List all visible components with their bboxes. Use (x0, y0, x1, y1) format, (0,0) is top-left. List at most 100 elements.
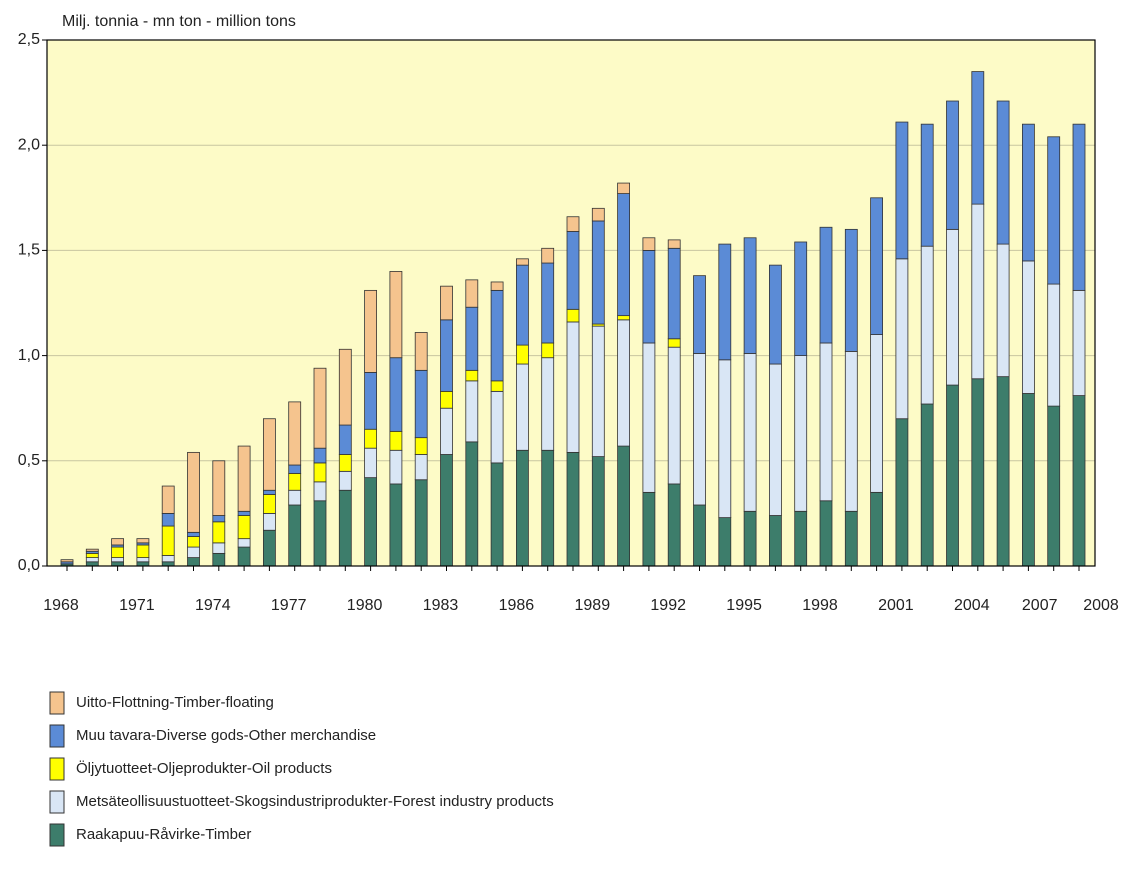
bar-segment (844, 350, 858, 512)
legend-label: Metsäteollisuustuotteet-Skogsindustripro… (76, 793, 554, 810)
bar-segment (718, 517, 732, 567)
x-tick-label: 2007 (1022, 597, 1058, 614)
x-tick-label: 1974 (195, 597, 231, 614)
bar-segment (465, 306, 479, 371)
bar-segment (111, 538, 124, 546)
bar-segment (541, 247, 555, 264)
bar-segment (85, 548, 99, 552)
bar-segment (819, 342, 833, 502)
bar-segment (364, 372, 378, 430)
bar-segment (1022, 123, 1035, 262)
bar-segment (693, 504, 706, 567)
bar-segment (996, 100, 1010, 245)
bar-segment (895, 418, 909, 567)
bar-segment (364, 447, 378, 479)
bar-segment (161, 485, 175, 514)
y-tick-label: 0,0 (18, 557, 40, 574)
bar-segment (262, 494, 276, 514)
bar-segment (1022, 393, 1035, 567)
x-tick-label: 1980 (347, 597, 383, 614)
bar-segment (389, 357, 403, 432)
bar-segment (440, 390, 453, 409)
bar-segment (288, 489, 302, 506)
bar-segment (136, 544, 150, 558)
bar-segment (490, 289, 504, 382)
bar-segment (490, 380, 504, 392)
y-tick-label: 1,0 (18, 347, 40, 364)
bar-segment (389, 483, 403, 567)
bar-segment (313, 367, 327, 449)
bar-segment (111, 546, 124, 558)
bar-segment (971, 71, 985, 205)
bar-segment (743, 353, 757, 512)
bar-segment (237, 538, 251, 548)
bar-segment (769, 363, 782, 516)
bar-segment (440, 319, 453, 392)
bar-segment (516, 449, 529, 567)
bar-segment (288, 401, 302, 466)
bar-segment (566, 321, 580, 453)
legend-swatch (49, 823, 65, 847)
bar-segment (440, 454, 453, 567)
bar-segment (414, 479, 428, 567)
y-tick-label: 1,5 (18, 242, 40, 259)
bar-segment (161, 555, 175, 563)
x-tick-label: 1998 (802, 597, 838, 614)
bar-segment (667, 346, 681, 485)
bar-segment (313, 447, 327, 464)
bar-segment (389, 449, 403, 485)
y-tick-label: 2,5 (18, 31, 40, 48)
bar-segment (895, 121, 909, 260)
bar-segment (212, 460, 226, 516)
bar-segment (440, 285, 453, 321)
bar-segment (541, 449, 555, 567)
bar-segment (870, 334, 883, 493)
y-tick-label: 2,0 (18, 136, 40, 153)
bar-segment (414, 332, 428, 371)
bar-segment (288, 504, 302, 567)
bar-segment (161, 513, 175, 527)
bar-segment (617, 193, 630, 317)
x-tick-label: 1995 (726, 597, 762, 614)
bar-segment (1047, 405, 1061, 567)
bar-segment (288, 473, 302, 491)
bar-segment (313, 481, 327, 502)
bar-segment (566, 451, 580, 567)
x-tick-label: 1989 (575, 597, 611, 614)
legend-swatch (49, 790, 65, 814)
bar-segment (414, 437, 428, 455)
bar-segment (946, 384, 959, 567)
x-tick-label: 1977 (271, 597, 307, 614)
bar-segment (844, 228, 858, 352)
bar-segment (237, 515, 251, 540)
bar-segment (414, 369, 428, 439)
bar-segment (187, 546, 200, 558)
bar-segment (819, 500, 833, 567)
bar-segment (769, 264, 782, 365)
bar-segment (946, 228, 959, 386)
bar-segment (642, 249, 656, 344)
bar-segment (541, 342, 555, 359)
bar-segment (60, 559, 74, 563)
bar-segment (338, 489, 352, 567)
bar-segment (819, 226, 833, 344)
bar-segment (541, 357, 555, 451)
x-tick-label: 1971 (119, 597, 155, 614)
bar-segment (591, 325, 605, 457)
bar-segment (187, 451, 200, 533)
bar-segment (566, 216, 580, 232)
bar-segment (187, 531, 200, 537)
bar-segment (743, 237, 757, 354)
bar-segment (1072, 123, 1086, 291)
bar-segment (111, 557, 124, 563)
bar-segment (769, 515, 782, 567)
x-tick-label: 1992 (650, 597, 686, 614)
bar-segment (1047, 136, 1061, 285)
bar-segment (338, 424, 352, 455)
bar-segment (465, 380, 479, 443)
legend-label: Uitto-Flottning-Timber-floating (76, 694, 274, 711)
bar-segment (642, 342, 656, 493)
bar-segment (743, 510, 757, 567)
bar-segment (516, 258, 529, 266)
bar-segment (136, 557, 150, 563)
